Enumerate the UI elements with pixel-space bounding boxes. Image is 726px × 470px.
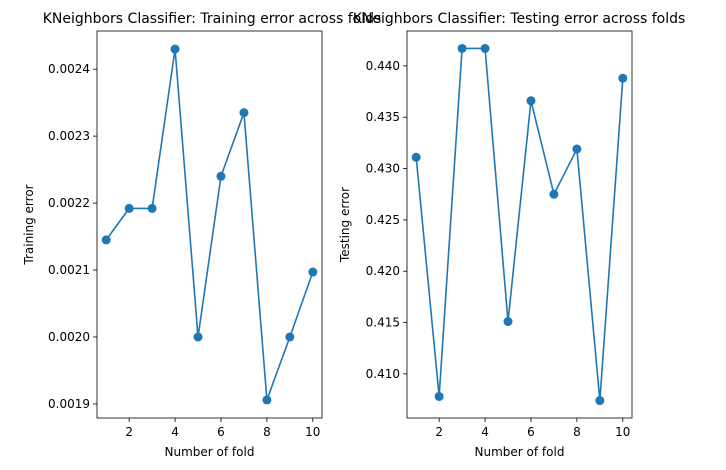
y-tick-label: 0.415 [366, 316, 400, 330]
y-tick-label: 0.0021 [48, 263, 90, 277]
y-tick-label: 0.420 [366, 264, 400, 278]
data-point [101, 235, 111, 245]
training-error-chart: 2 4 6 8 10 0.0019 0.0020 0.0021 0.0022 0.0023 0.00… [22, 11, 381, 459]
x-tick-label: 4 [481, 425, 489, 439]
data-point [457, 43, 467, 53]
x-axis-label: Number of fold [165, 445, 255, 459]
data-point [480, 43, 490, 53]
data-point [618, 73, 628, 83]
x-tick-label: 10 [615, 425, 630, 439]
y-tick-label: 0.440 [366, 59, 400, 73]
y-tick-label: 0.435 [366, 110, 400, 124]
data-point [503, 317, 513, 327]
y-tick-label: 0.0024 [48, 62, 90, 76]
y-tick-label: 0.430 [366, 162, 400, 176]
data-point [411, 152, 421, 162]
data-point [434, 391, 444, 401]
y-tick-label: 0.0019 [48, 397, 90, 411]
axes-frame [406, 30, 633, 419]
y-tick-label: 0.0022 [48, 196, 90, 210]
data-point [262, 395, 272, 405]
series-line [415, 47, 624, 402]
data-point [170, 44, 180, 54]
series-line [105, 48, 314, 401]
y-axis-label: Testing error [338, 187, 352, 263]
data-point [549, 189, 559, 199]
x-tick-label: 2 [435, 425, 443, 439]
x-tick-label: 6 [527, 425, 535, 439]
x-tick-label: 2 [125, 425, 133, 439]
data-point [572, 144, 582, 154]
x-tick-label: 10 [305, 425, 320, 439]
y-tick-label: 0.410 [366, 367, 400, 381]
data-point [239, 108, 249, 118]
y-axis-label: Training error [22, 184, 36, 265]
data-point [147, 203, 157, 213]
x-tick-label: 4 [171, 425, 179, 439]
chart-title: KNeighbors Classifier: Testing error acr… [353, 11, 686, 27]
axes-frame [96, 30, 323, 419]
y-tick-label: 0.0023 [48, 129, 90, 143]
y-tick-label: 0.425 [366, 213, 400, 227]
x-tick-label: 8 [573, 425, 581, 439]
y-tick-label: 0.0020 [48, 330, 90, 344]
x-axis-label: Number of fold [475, 445, 565, 459]
data-point [193, 332, 203, 342]
data-point [216, 171, 226, 181]
data-point [595, 396, 605, 406]
x-tick-label: 8 [263, 425, 271, 439]
testing-error-chart: 2 4 6 8 10 0.410 0.415 0.420 0.425 0.430 0.435 0.44… [338, 11, 685, 459]
data-point [526, 96, 536, 106]
x-tick-label: 6 [217, 425, 225, 439]
data-point [285, 332, 295, 342]
data-point [124, 203, 134, 213]
chart-title: KNeighbors Classifier: Training error ac… [43, 11, 382, 27]
data-point [308, 267, 318, 277]
